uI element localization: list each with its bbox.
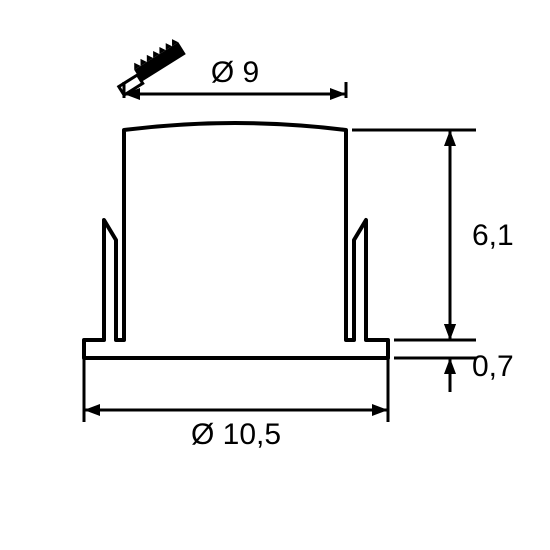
dim-cut-diameter-label: Ø 9 [211, 56, 259, 89]
fixture-outline [84, 123, 388, 358]
dim-body-height-label: 6,1 [472, 219, 514, 252]
dim-flange-diameter-label: Ø 10,5 [191, 418, 281, 451]
dim-flange-height-label: 0,7 [472, 350, 514, 383]
technical-drawing: Ø 9 Ø 10,5 6,1 0,7 [0, 0, 550, 550]
